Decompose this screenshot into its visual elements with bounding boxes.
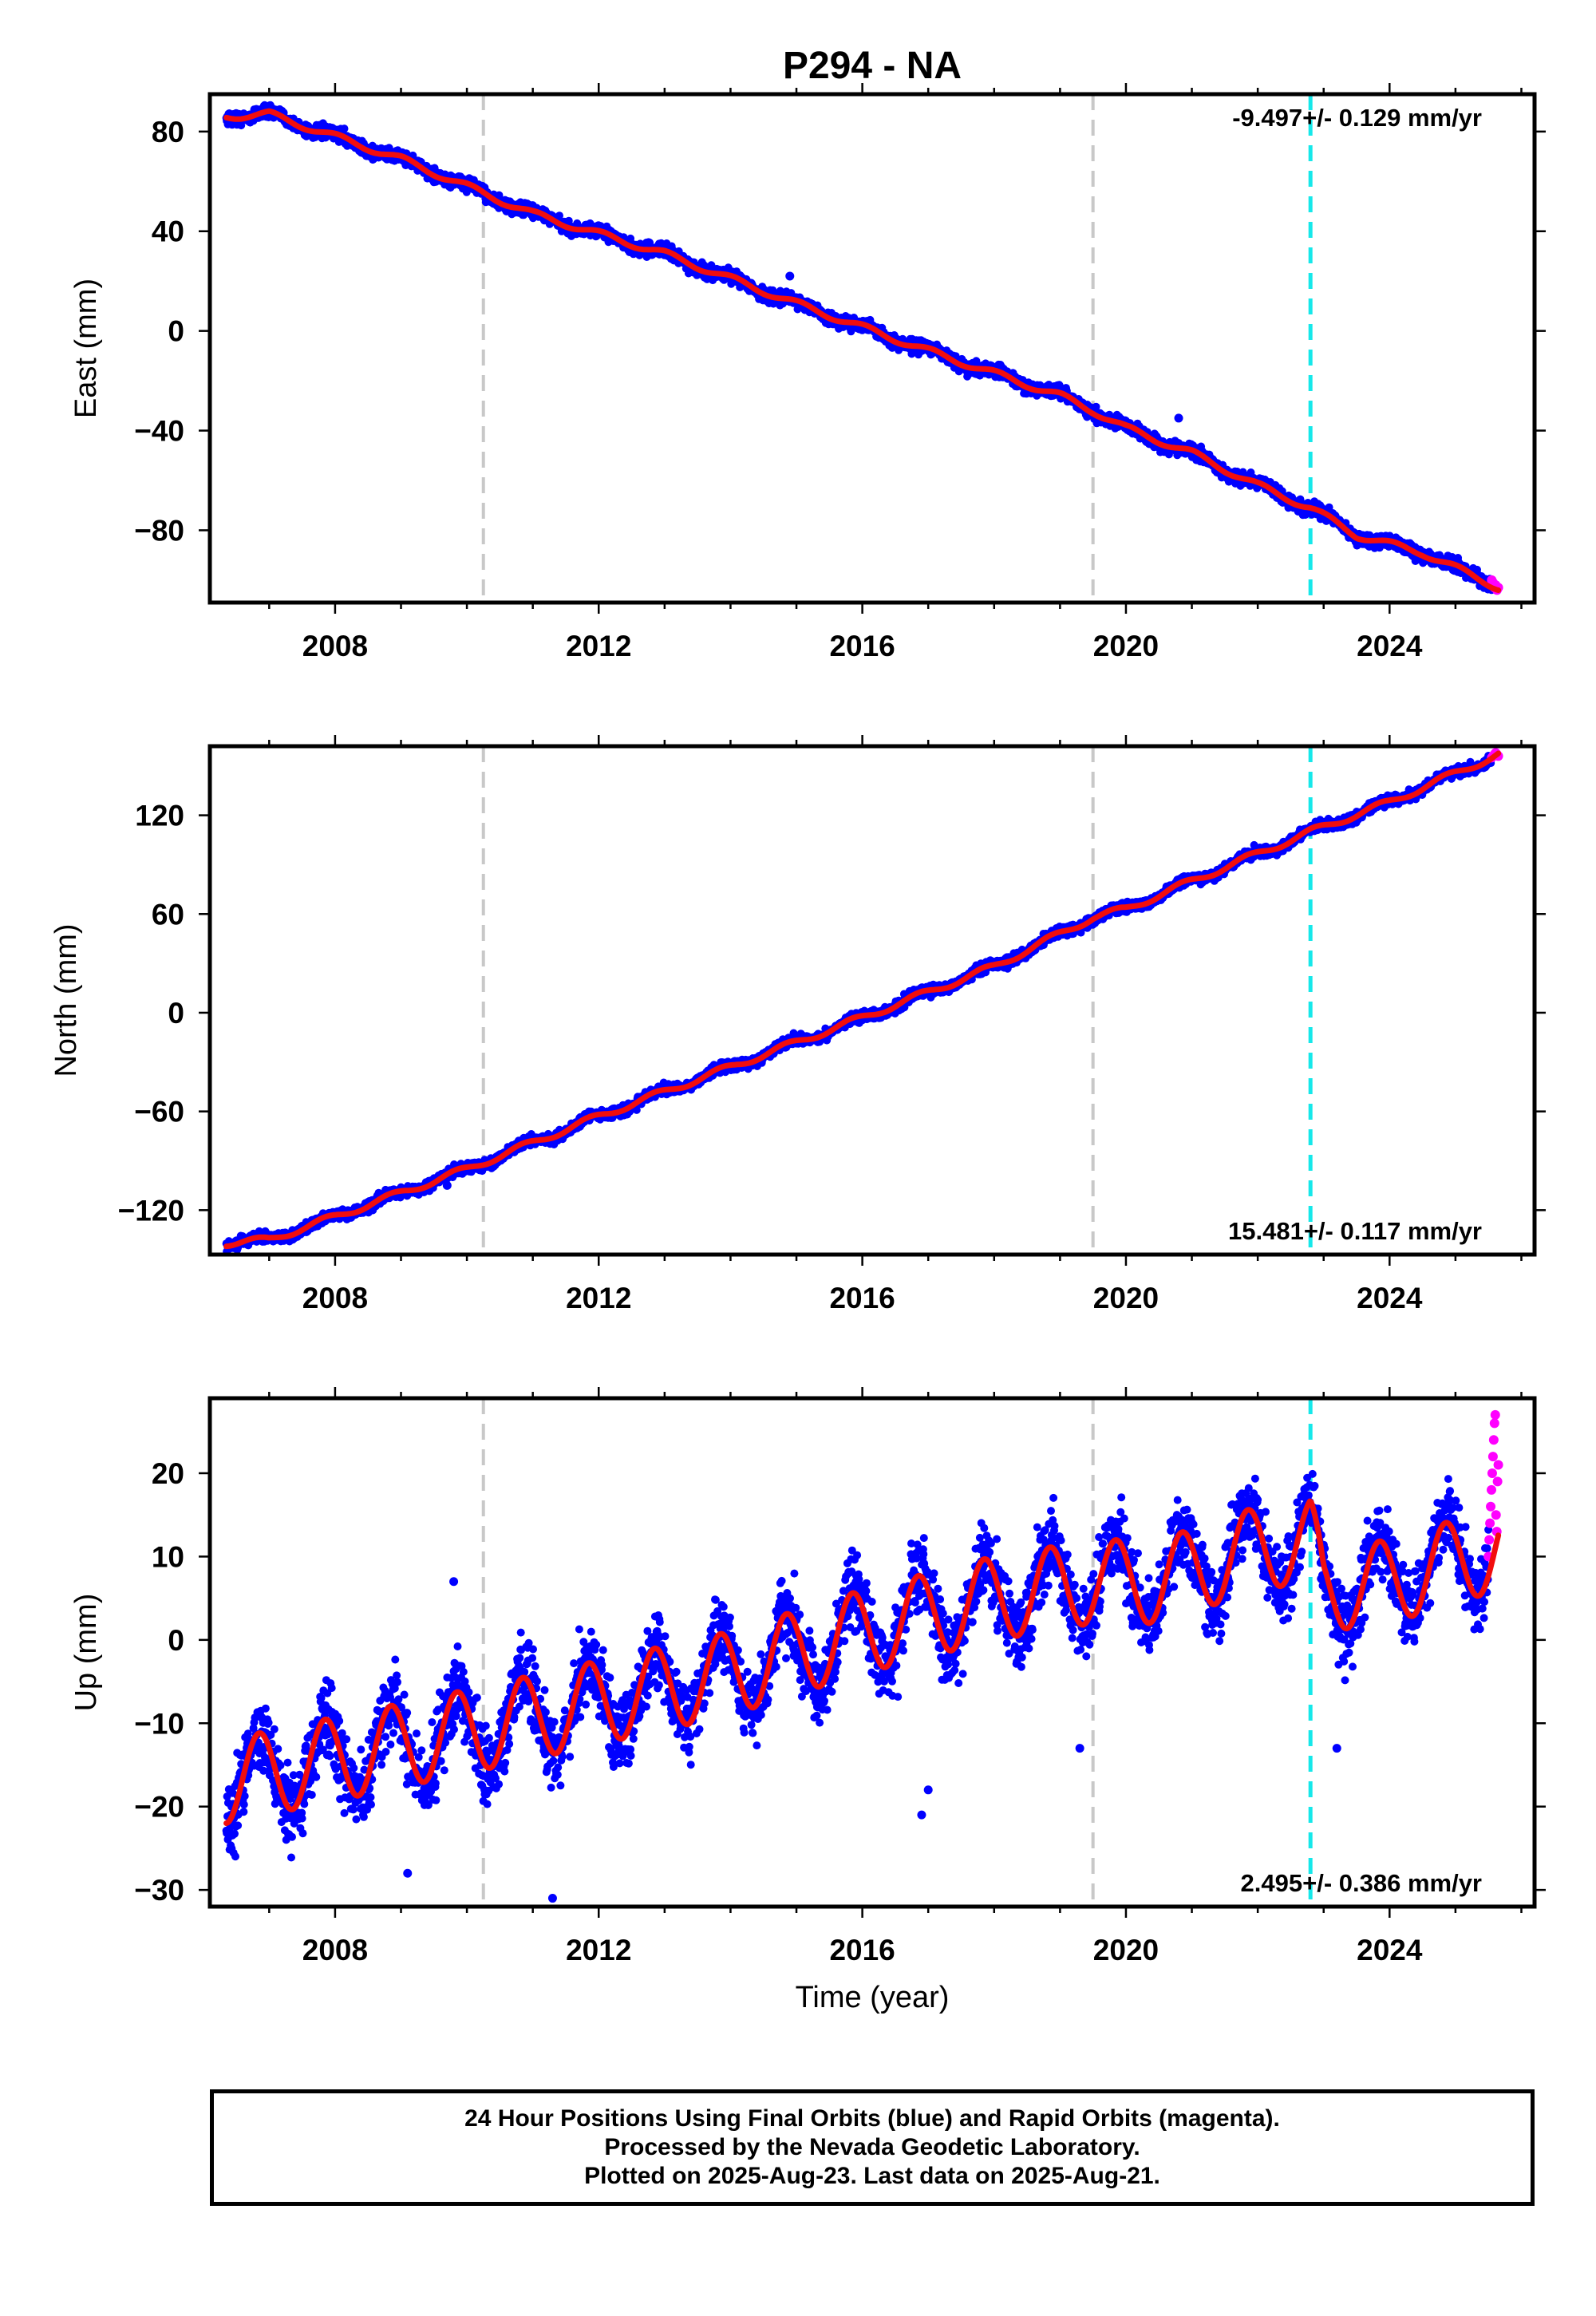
north-data-points bbox=[222, 752, 1496, 1255]
east-y-tick-label: 40 bbox=[152, 215, 184, 248]
figure-title: P294 - NA bbox=[783, 45, 962, 87]
east-final-orbit-point bbox=[340, 124, 349, 133]
east-x-tick-label: 2024 bbox=[1357, 630, 1423, 662]
east-x-tick-label: 2008 bbox=[302, 630, 368, 662]
east-data-points bbox=[222, 101, 1496, 595]
east-model-curve bbox=[223, 108, 1502, 593]
east-x-tick-label: 2016 bbox=[829, 630, 895, 662]
east-y-tick-label: −40 bbox=[134, 415, 184, 448]
east-y-axis-label: East (mm) bbox=[69, 279, 103, 418]
east-panel: 2008 2012 2016 2020 2024 80 40 0 −40 −80 East (mm)… bbox=[69, 83, 1546, 662]
east-final-orbit-point bbox=[555, 211, 563, 220]
east-outlier-point bbox=[785, 271, 795, 281]
east-y-tick-label: 80 bbox=[152, 116, 184, 148]
east-rate-label: -9.497+/- 0.129 mm/yr bbox=[1232, 104, 1482, 132]
east-x-tick-label: 2012 bbox=[566, 630, 631, 662]
east-x-tick-label: 2020 bbox=[1093, 630, 1159, 662]
east-y-tick-label: −80 bbox=[134, 514, 184, 547]
east-outlier-point bbox=[1174, 413, 1183, 423]
east-y-tick-label: 0 bbox=[168, 315, 184, 348]
